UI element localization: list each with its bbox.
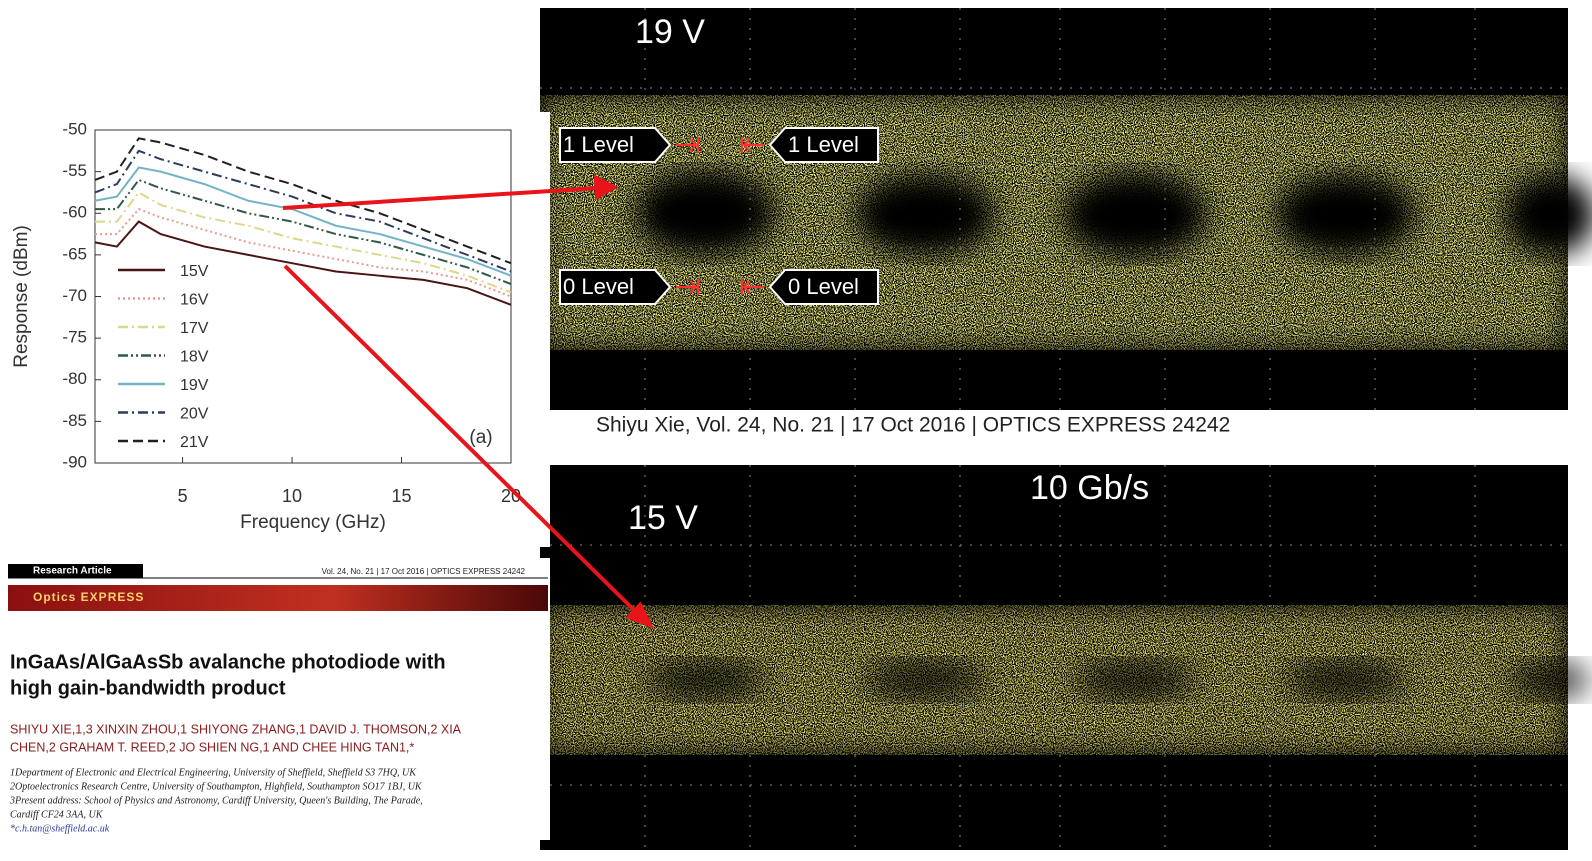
legend-label: 21V [180, 434, 209, 451]
legend-label: 18V [180, 349, 209, 366]
rate-label: 10 Gb/s [1030, 469, 1149, 507]
eye-diagram-bottom: 10 Gb/s 15 V [540, 465, 1590, 850]
affiliation: 1Department of Electronic and Electrical… [10, 767, 417, 778]
legend-label: 16V [180, 292, 209, 309]
citation: Shiyu Xie, Vol. 24, No. 21 | 17 Oct 2016… [596, 414, 1230, 437]
y-tick-label: -80 [62, 369, 87, 388]
level-tag: 1 Level [788, 132, 859, 157]
affiliation: 3Present address: School of Physics and … [9, 795, 423, 806]
authors: CHEN,2 GRAHAM T. REED,2 JO SHIEN NG,1 AN… [10, 740, 414, 754]
y-tick-label: -50 [62, 119, 87, 138]
legend-label: 17V [180, 320, 209, 337]
level-tag: 0 Level [563, 274, 634, 299]
email: *c.h.tan@sheffield.ac.uk [10, 823, 110, 834]
y-tick-label: -55 [62, 161, 87, 180]
eye-diagram-top: 19 V 1 Level 1 Level 0 Level 0 Level [540, 8, 1592, 410]
affiliation: Cardiff CF24 3AA, UK [10, 809, 104, 820]
journal-name: Optics EXPRESS [33, 590, 144, 604]
article-label: Research Article [33, 566, 112, 577]
y-tick-label: -60 [62, 203, 87, 222]
y-tick-label: -65 [62, 244, 87, 263]
affiliation: 2Optoelectronics Research Centre, Univer… [10, 781, 423, 792]
y-tick-label: -75 [62, 328, 87, 347]
paper-snippet: Research Article Vol. 24, No. 21 | 17 Oc… [5, 558, 550, 840]
x-tick-label: 10 [282, 486, 302, 506]
paper-title: high gain-bandwidth product [10, 677, 286, 699]
y-tick-label: -85 [62, 411, 87, 430]
page: 19 V 1 Level 1 Level 0 Level 0 Level Shi… [0, 0, 1592, 861]
y-tick-label: -70 [62, 286, 87, 305]
level-tag: 1 Level [563, 132, 634, 157]
paper-title: InGaAs/AlGaAsSb avalanche photodiode wit… [10, 651, 446, 673]
annotation: (a) [469, 427, 492, 448]
x-tick-label: 15 [392, 486, 412, 506]
legend-label: 15V [180, 263, 209, 280]
paper-header: Vol. 24, No. 21 | 17 Oct 2016 | OPTICS E… [322, 567, 526, 576]
y-tick-label: -90 [62, 452, 87, 471]
x-tick-label: 5 [178, 486, 188, 506]
slide: 19 V 1 Level 1 Level 0 Level 0 Level Shi… [0, 0, 1592, 861]
voltage-label: 15 V [628, 499, 698, 537]
level-tag: 0 Level [788, 274, 859, 299]
legend-label: 20V [180, 406, 209, 423]
authors: SHIYU XIE,1,3 XINXIN ZHOU,1 SHIYONG ZHAN… [10, 722, 462, 736]
voltage-label: 19 V [635, 13, 705, 51]
legend-label: 19V [180, 377, 209, 394]
y-axis-label: Response (dBm) [11, 225, 32, 368]
x-axis-label: Frequency (GHz) [240, 512, 386, 533]
